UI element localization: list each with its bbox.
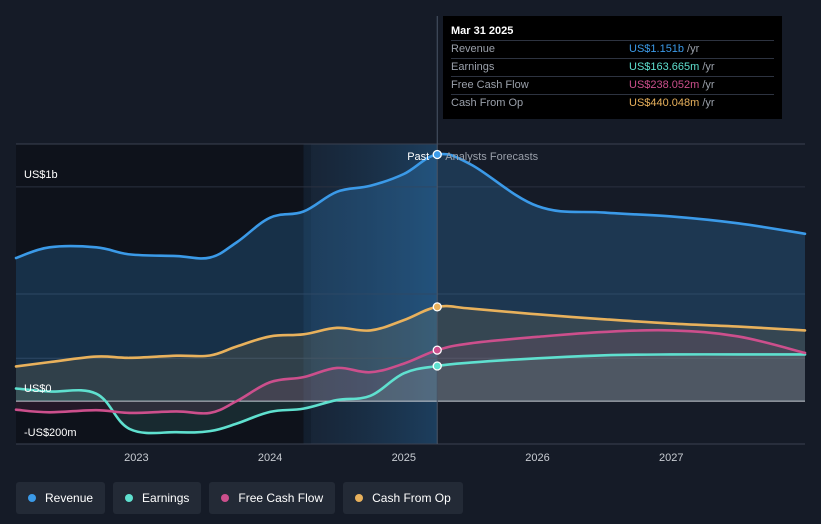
legend-item-earnings[interactable]: Earnings bbox=[113, 482, 202, 514]
cash-from-op-line bbox=[14, 304, 807, 368]
tooltip-value: US$163.665m bbox=[629, 61, 700, 73]
tooltip-label: Revenue bbox=[451, 43, 496, 55]
legend-label: Free Cash Flow bbox=[238, 491, 324, 505]
x-tick-label: 2025 bbox=[392, 452, 416, 464]
y-tick-label: -US$200m bbox=[24, 427, 77, 439]
tooltip-value: US$238.052m bbox=[629, 79, 700, 91]
free-cash-flow-marker bbox=[432, 345, 442, 355]
tooltip-label: Cash From Op bbox=[451, 97, 524, 109]
past-label: Past bbox=[407, 151, 429, 163]
tooltip-value: US$1.151b bbox=[629, 43, 685, 55]
revenue-marker bbox=[432, 149, 442, 160]
legend-dot-icon bbox=[125, 494, 134, 502]
tooltip-unit: /yr bbox=[702, 97, 715, 109]
earnings-marker bbox=[432, 361, 442, 371]
series-lines bbox=[14, 152, 807, 435]
legend-item-free-cash-flow[interactable]: Free Cash Flow bbox=[209, 482, 336, 514]
legend: Revenue Earnings Free Cash Flow Cash Fro… bbox=[16, 482, 463, 514]
tooltip-unit: /yr bbox=[702, 79, 715, 91]
tooltip-row-earnings: Earnings US$163.665m /yr bbox=[451, 58, 774, 76]
revenue-area bbox=[16, 153, 805, 402]
cash-from-op-area bbox=[16, 306, 805, 402]
legend-dot-icon bbox=[221, 494, 230, 502]
x-tick-label: 2026 bbox=[525, 452, 549, 464]
free-cash-flow-line bbox=[14, 328, 807, 415]
grid bbox=[16, 143, 805, 445]
series-markers bbox=[432, 149, 442, 371]
x-tick-label: 2023 bbox=[124, 452, 148, 464]
tooltip-unit: /yr bbox=[702, 61, 715, 73]
tooltip-label: Earnings bbox=[451, 61, 495, 73]
axis-labels: US$1b US$0 -US$200m 2023 2024 2025 2026 2027 Pas… bbox=[24, 151, 684, 464]
x-tick-label: 2024 bbox=[258, 452, 282, 464]
tooltip-row-free-cash-flow: Free Cash Flow US$238.052m /yr bbox=[451, 76, 774, 94]
tooltip-date: Mar 31 2025 bbox=[451, 25, 514, 37]
y-tick-label: US$0 bbox=[24, 383, 52, 395]
y-tick-label: US$1b bbox=[24, 169, 58, 181]
cash-from-op-marker bbox=[432, 302, 442, 312]
tooltip-value: US$440.048m bbox=[629, 97, 700, 109]
tooltip-label: Free Cash Flow bbox=[451, 79, 529, 91]
legend-item-cash-from-op[interactable]: Cash From Op bbox=[343, 482, 463, 514]
tooltip-row-revenue: Revenue US$1.151b /yr bbox=[451, 40, 774, 58]
revenue-line bbox=[14, 152, 807, 260]
tooltip-row-cash-from-op: Cash From Op US$440.048m /yr bbox=[451, 94, 774, 112]
legend-dot-icon bbox=[28, 494, 36, 502]
legend-label: Cash From Op bbox=[372, 491, 451, 505]
x-tick-label: 2027 bbox=[659, 452, 683, 464]
series-areas bbox=[16, 153, 805, 434]
legend-dot-icon bbox=[355, 494, 364, 502]
legend-label: Revenue bbox=[45, 491, 94, 505]
legend-item-revenue[interactable]: Revenue bbox=[16, 482, 106, 514]
legend-label: Earnings bbox=[142, 491, 190, 505]
tooltip-unit: /yr bbox=[687, 43, 700, 55]
tooltip: Mar 31 2025 Revenue US$1.151b /yr Earnin… bbox=[443, 16, 782, 119]
earnings-line bbox=[14, 353, 807, 435]
forecast-label: Analysts Forecasts bbox=[445, 151, 538, 163]
